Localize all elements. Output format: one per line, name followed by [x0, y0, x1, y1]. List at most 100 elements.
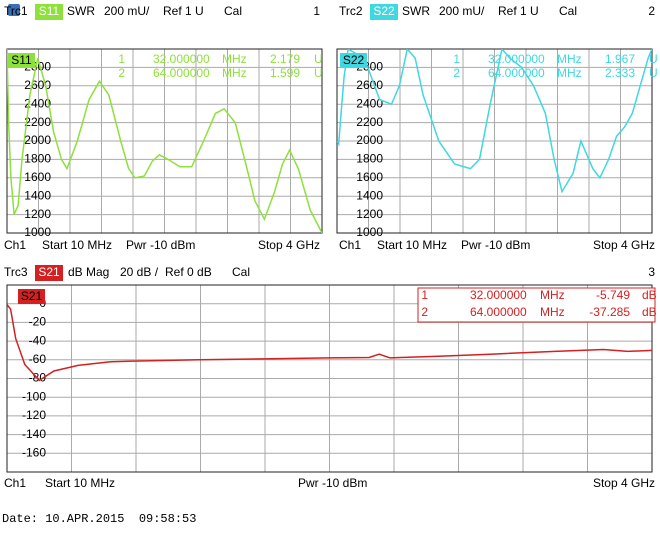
- param-box: [35, 4, 63, 20]
- trace-number: 3: [648, 265, 655, 279]
- marker-value-unit: U: [649, 66, 658, 80]
- stop: Stop 4 GHz: [258, 238, 320, 252]
- stop: Stop 4 GHz: [593, 476, 655, 490]
- marker-value: -5.749: [596, 288, 630, 302]
- trace-line: [7, 304, 652, 382]
- marker-value-unit: dB: [642, 305, 657, 319]
- marker-value-unit: U: [314, 66, 323, 80]
- power: Pwr -10 dBm: [298, 476, 367, 490]
- date: Date: 10.APR.2015 09:58:53: [2, 512, 196, 526]
- header-scale: 200 mU/: [439, 4, 485, 18]
- trace-name: Trc3: [4, 265, 28, 279]
- param-box: [35, 265, 63, 281]
- y-tick-label: 1200: [356, 207, 383, 221]
- header-format: SWR: [67, 4, 95, 18]
- marker-freq-unit: MHz: [557, 66, 582, 80]
- header-ref: Ref 1 U: [163, 4, 204, 18]
- marker-freq-unit: MHz: [222, 52, 247, 66]
- y-tick-label: 2400: [24, 96, 51, 110]
- y-tick-label: 2400: [356, 96, 383, 110]
- header-format: dB Mag: [68, 265, 109, 279]
- y-tick-label: -140: [22, 427, 46, 441]
- marker-freq-unit: MHz: [540, 305, 565, 319]
- channel: Ch1: [4, 476, 26, 490]
- channel: Ch1: [339, 238, 361, 252]
- plot-frame: [6, 284, 653, 473]
- marker-freq: 32.000000: [488, 52, 545, 66]
- trace-number: 2: [648, 4, 655, 18]
- y-tick-label: -160: [22, 445, 46, 459]
- header-cal: Cal: [224, 4, 242, 18]
- marker-freq-unit: MHz: [557, 52, 582, 66]
- y-tick-label: 2600: [24, 78, 51, 92]
- start: Start 10 MHz: [45, 476, 115, 490]
- stop: Stop 4 GHz: [593, 238, 655, 252]
- trace-name: Trc2: [339, 4, 363, 18]
- marker-value: 1.599: [270, 66, 300, 80]
- y-tick-label: -20: [29, 315, 47, 329]
- marker-id: 1: [118, 52, 125, 66]
- marker-value: 2.179: [270, 52, 300, 66]
- power: Pwr -10 dBm: [461, 238, 530, 252]
- start: Start 10 MHz: [377, 238, 447, 252]
- y-tick-label: 1200: [24, 207, 51, 221]
- plot-frame: [6, 48, 323, 234]
- y-tick-label: 1600: [24, 170, 51, 184]
- y-tick-label: 1400: [24, 188, 51, 202]
- y-tick-label: 2600: [356, 78, 383, 92]
- start: Start 10 MHz: [42, 238, 112, 252]
- marker-value: 2.333: [605, 66, 635, 80]
- marker-id: 2: [453, 66, 460, 80]
- y-tick-label: 1000: [356, 225, 383, 239]
- y-tick-label: -40: [29, 333, 47, 347]
- marker-value: 1.967: [605, 52, 635, 66]
- marker-freq: 32.000000: [470, 288, 527, 302]
- y-tick-label: 1800: [24, 152, 51, 166]
- trace-label: S21: [21, 289, 43, 303]
- marker-id: 2: [421, 305, 428, 319]
- y-tick-label: -60: [29, 352, 47, 366]
- marker-value-unit: dB: [642, 288, 657, 302]
- header-format: SWR: [402, 4, 430, 18]
- y-tick-label: 1600: [356, 170, 383, 184]
- param-box: [370, 4, 398, 20]
- marker-freq-unit: MHz: [540, 288, 565, 302]
- y-tick-label: -120: [22, 408, 46, 422]
- param-label: S21: [38, 265, 60, 279]
- marker-id: 1: [421, 288, 428, 302]
- y-tick-label: 2200: [24, 115, 51, 129]
- channel: Ch1: [4, 238, 26, 252]
- header-ref: Ref 1 U: [498, 4, 539, 18]
- trace-label-box: [8, 53, 35, 68]
- marker-freq: 64.000000: [470, 305, 527, 319]
- param-label: S11: [39, 4, 60, 18]
- trace-number: 1: [313, 4, 320, 18]
- y-tick-label: 2000: [24, 133, 51, 147]
- power: Pwr -10 dBm: [126, 238, 195, 252]
- logo: [8, 4, 20, 16]
- trace-label-box: [18, 289, 45, 304]
- trace-name: Trc1: [4, 4, 28, 18]
- y-tick-label: 1000: [24, 225, 51, 239]
- marker-id: 2: [118, 66, 125, 80]
- marker-value-unit: U: [314, 52, 323, 66]
- trace-label: S22: [343, 53, 365, 67]
- header-cal: Cal: [232, 265, 250, 279]
- trace-line: [7, 49, 322, 233]
- marker-value: -37.285: [589, 305, 630, 319]
- y-tick-label: 1800: [356, 152, 383, 166]
- marker-freq: 32.000000: [153, 52, 210, 66]
- header-scale: 20 dB /: [120, 265, 159, 279]
- marker-freq: 64.000000: [153, 66, 210, 80]
- trace-label: S11: [11, 53, 32, 67]
- marker-freq: 64.000000: [488, 66, 545, 80]
- marker-freq-unit: MHz: [222, 66, 247, 80]
- y-tick-label: 2000: [356, 133, 383, 147]
- marker-id: 1: [453, 52, 460, 66]
- header-cal: Cal: [559, 4, 577, 18]
- header-ref: Ref 0 dB: [165, 265, 212, 279]
- param-label: S22: [373, 4, 395, 18]
- marker-table: [417, 287, 656, 323]
- y-tick-label: 1400: [356, 188, 383, 202]
